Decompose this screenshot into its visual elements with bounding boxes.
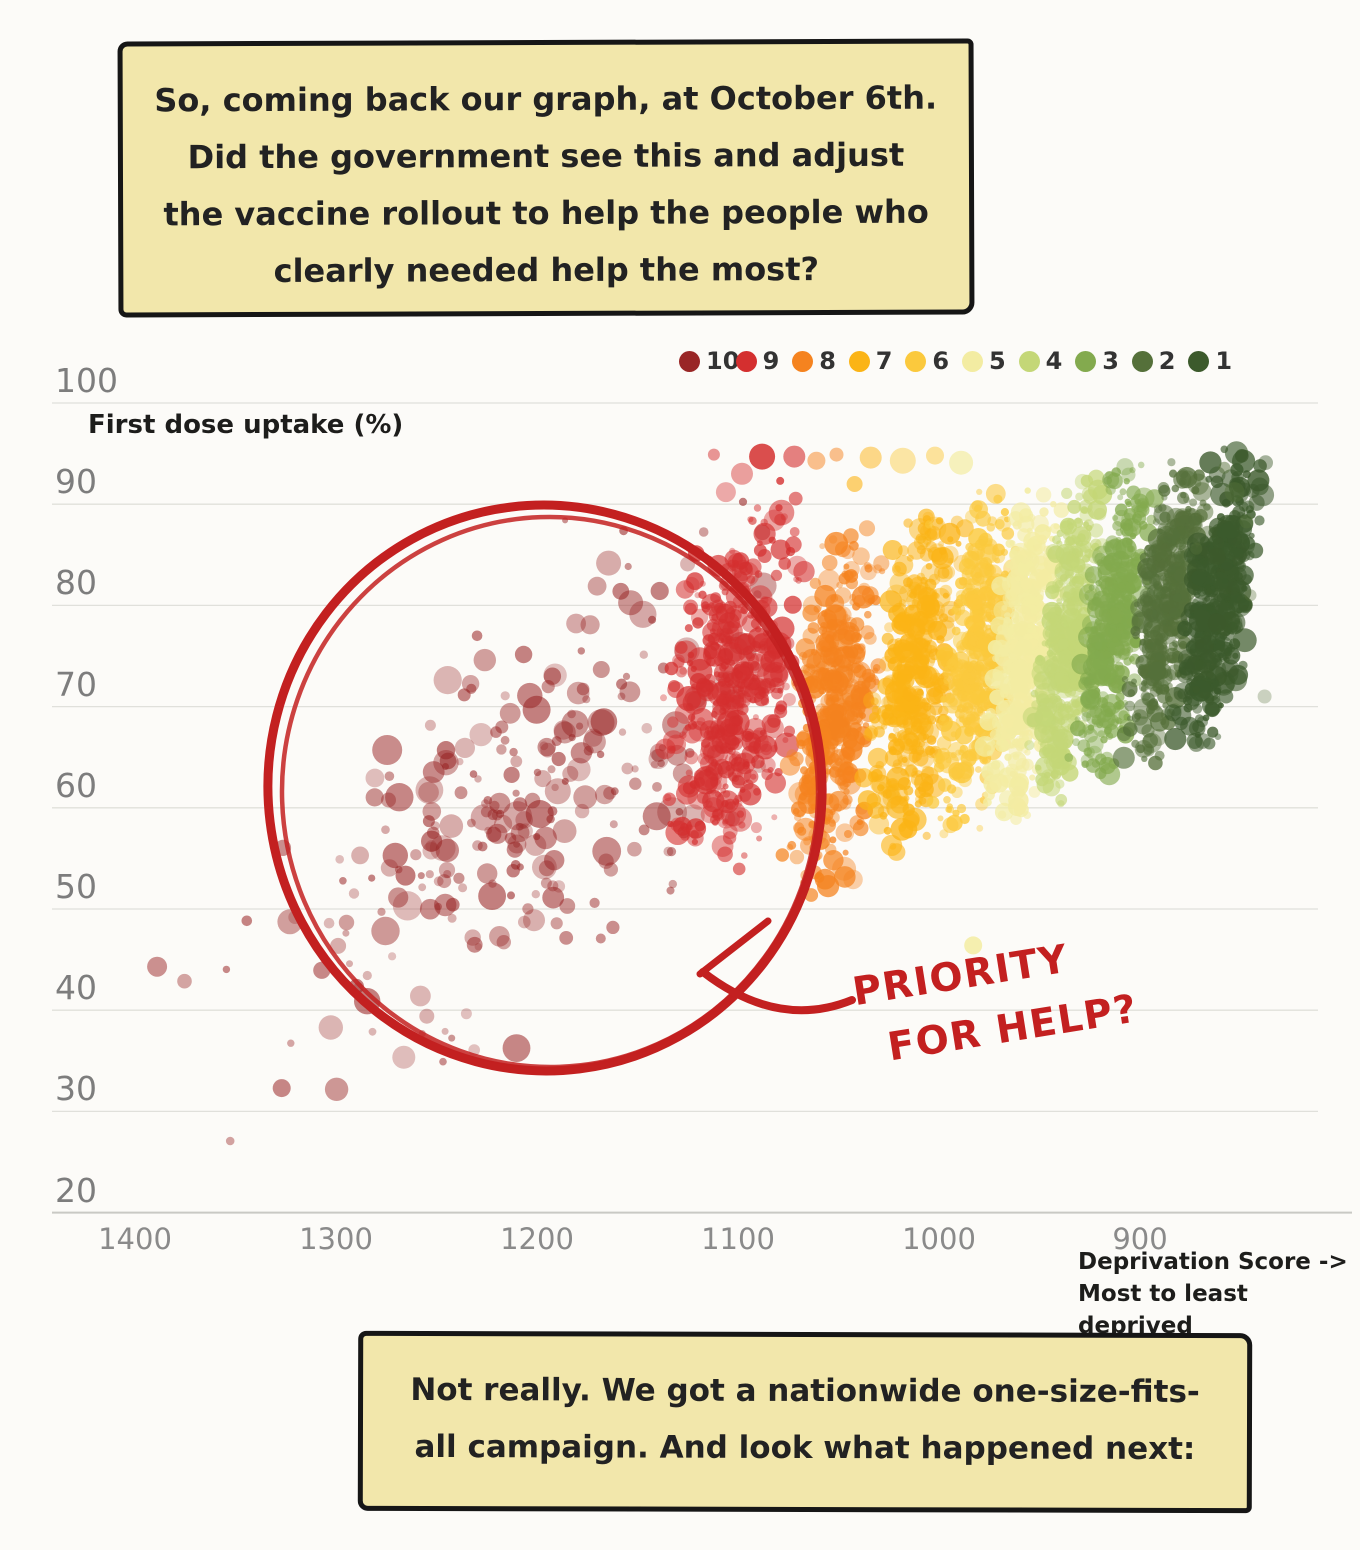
- x-tick-1000: 1000: [902, 1222, 976, 1256]
- legend-item-decile-9: 9: [735, 347, 780, 375]
- legend-item-decile-3: 3: [1075, 347, 1119, 375]
- narration-box-top: So, coming back our graph, at October 6t…: [117, 38, 975, 318]
- legend-item-decile-5: 5: [962, 347, 1006, 375]
- legend-dot-icon: [1188, 350, 1210, 372]
- legend-item-decile-10: 10: [679, 347, 739, 375]
- legend-dot-icon: [792, 350, 814, 372]
- y-axis-label: First dose uptake (%): [88, 410, 404, 440]
- legend-dot-icon: [1131, 350, 1153, 372]
- narration-box-bottom: Not really. We got a nationwide one-size…: [357, 1330, 1253, 1514]
- narration-line: clearly needed help the most?: [273, 249, 820, 290]
- legend-label: 5: [989, 347, 1006, 375]
- legend-label: 4: [1045, 347, 1063, 375]
- y-tick-80: 80: [55, 563, 97, 603]
- y-tick-60: 60: [55, 765, 97, 805]
- legend-label: 10: [706, 347, 740, 375]
- gridlines: [52, 402, 1352, 1214]
- legend-label: 7: [875, 347, 893, 375]
- legend-item-decile-8: 8: [792, 347, 836, 375]
- legend-dot-icon: [962, 350, 983, 372]
- legend-dot-icon: [679, 350, 700, 372]
- y-tick-30: 30: [55, 1069, 97, 1109]
- legend-label: 1: [1215, 347, 1233, 375]
- legend-dot-icon: [905, 350, 927, 372]
- y-tick-100: 100: [55, 361, 118, 400]
- legend-label: 6: [932, 347, 950, 375]
- hand-drawn-circle-second-pass: [279, 514, 821, 1070]
- legend-label: 8: [819, 347, 836, 375]
- x-axis-label-line1: Deprivation Score ->: [1078, 1249, 1348, 1275]
- hand-drawn-circle: [263, 500, 827, 1076]
- legend-dot-icon: [1075, 350, 1097, 372]
- legend-dot-icon: [848, 350, 870, 372]
- y-tick-70: 70: [55, 664, 97, 704]
- x-tick-1300: 1300: [299, 1222, 373, 1256]
- y-tick-50: 50: [55, 867, 97, 906]
- y-tick-20: 20: [55, 1170, 97, 1210]
- legend-label: 3: [1102, 347, 1119, 375]
- legend-label: 9: [762, 347, 780, 375]
- priority-circle-annotation: [263, 500, 856, 1076]
- legend-item-decile-1: 1: [1188, 347, 1232, 375]
- x-tick-1400: 1400: [98, 1222, 172, 1256]
- y-tick-90: 90: [55, 462, 97, 502]
- narration-line: Not really. We got a nationwide one-size…: [410, 1371, 1200, 1411]
- legend-item-decile-7: 7: [848, 347, 893, 375]
- x-tick-900: 900: [1112, 1222, 1168, 1256]
- legend-item-decile-4: 4: [1018, 347, 1063, 375]
- bubble-cloud: [147, 441, 1275, 1146]
- legend-dot-icon: [735, 350, 757, 372]
- y-tick-40: 40: [55, 968, 97, 1008]
- x-tick-1200: 1200: [500, 1222, 574, 1256]
- narration-line: the vaccine rollout to help the people w…: [163, 192, 929, 234]
- narration-line: all campaign. And look what happened nex…: [414, 1429, 1196, 1468]
- x-tick-1100: 1100: [701, 1222, 775, 1256]
- x-axis-label: Deprivation Score -> Most to least depri…: [1078, 1246, 1360, 1343]
- legend-item-decile-2: 2: [1131, 347, 1176, 375]
- narration-line: So, coming back our graph, at October 6t…: [154, 78, 938, 120]
- legend-dot-icon: [1018, 350, 1040, 372]
- annotation-x-mark: [696, 917, 772, 978]
- narration-line: Did the government see this and adjust: [187, 135, 905, 177]
- legend-item-decile-6: 6: [905, 347, 949, 375]
- annotation-leader-line: [699, 968, 856, 1015]
- legend-label: 2: [1158, 347, 1176, 375]
